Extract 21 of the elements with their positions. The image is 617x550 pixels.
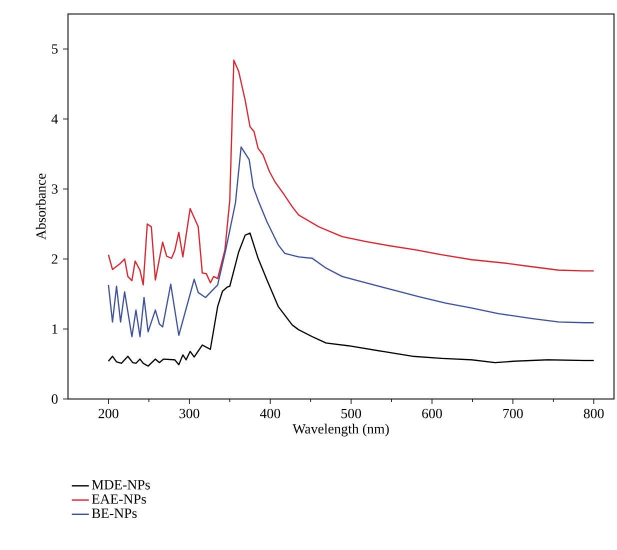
y-tick-label: 4	[51, 114, 58, 124]
x-axis-title: Wavelength (nm)	[292, 424, 389, 436]
y-tick-label: 2	[52, 254, 58, 264]
line-series	[108, 60, 594, 286]
x-tick-label: 500	[341, 408, 362, 418]
y-tick-label: 1	[52, 324, 58, 334]
legend-label: BE-NPs	[92, 508, 137, 518]
line-series	[108, 146, 594, 338]
line-series	[108, 232, 594, 367]
x-tick-label: 400	[260, 408, 280, 418]
x-tick-label: 800	[584, 408, 604, 418]
y-axis-title: Absorbance	[36, 174, 46, 240]
x-tick-label: 300	[180, 408, 200, 418]
y-tick-label: 5	[52, 44, 58, 54]
legend-label: MDE-NPs	[92, 480, 150, 490]
y-tick-label: 3	[52, 184, 58, 194]
y-tick-label: 0	[52, 394, 58, 404]
x-tick-label: 700	[503, 408, 523, 418]
x-tick-label: 200	[98, 408, 118, 418]
legend-label: EAE-NPs	[92, 494, 146, 504]
x-tick-label: 600	[422, 408, 442, 418]
